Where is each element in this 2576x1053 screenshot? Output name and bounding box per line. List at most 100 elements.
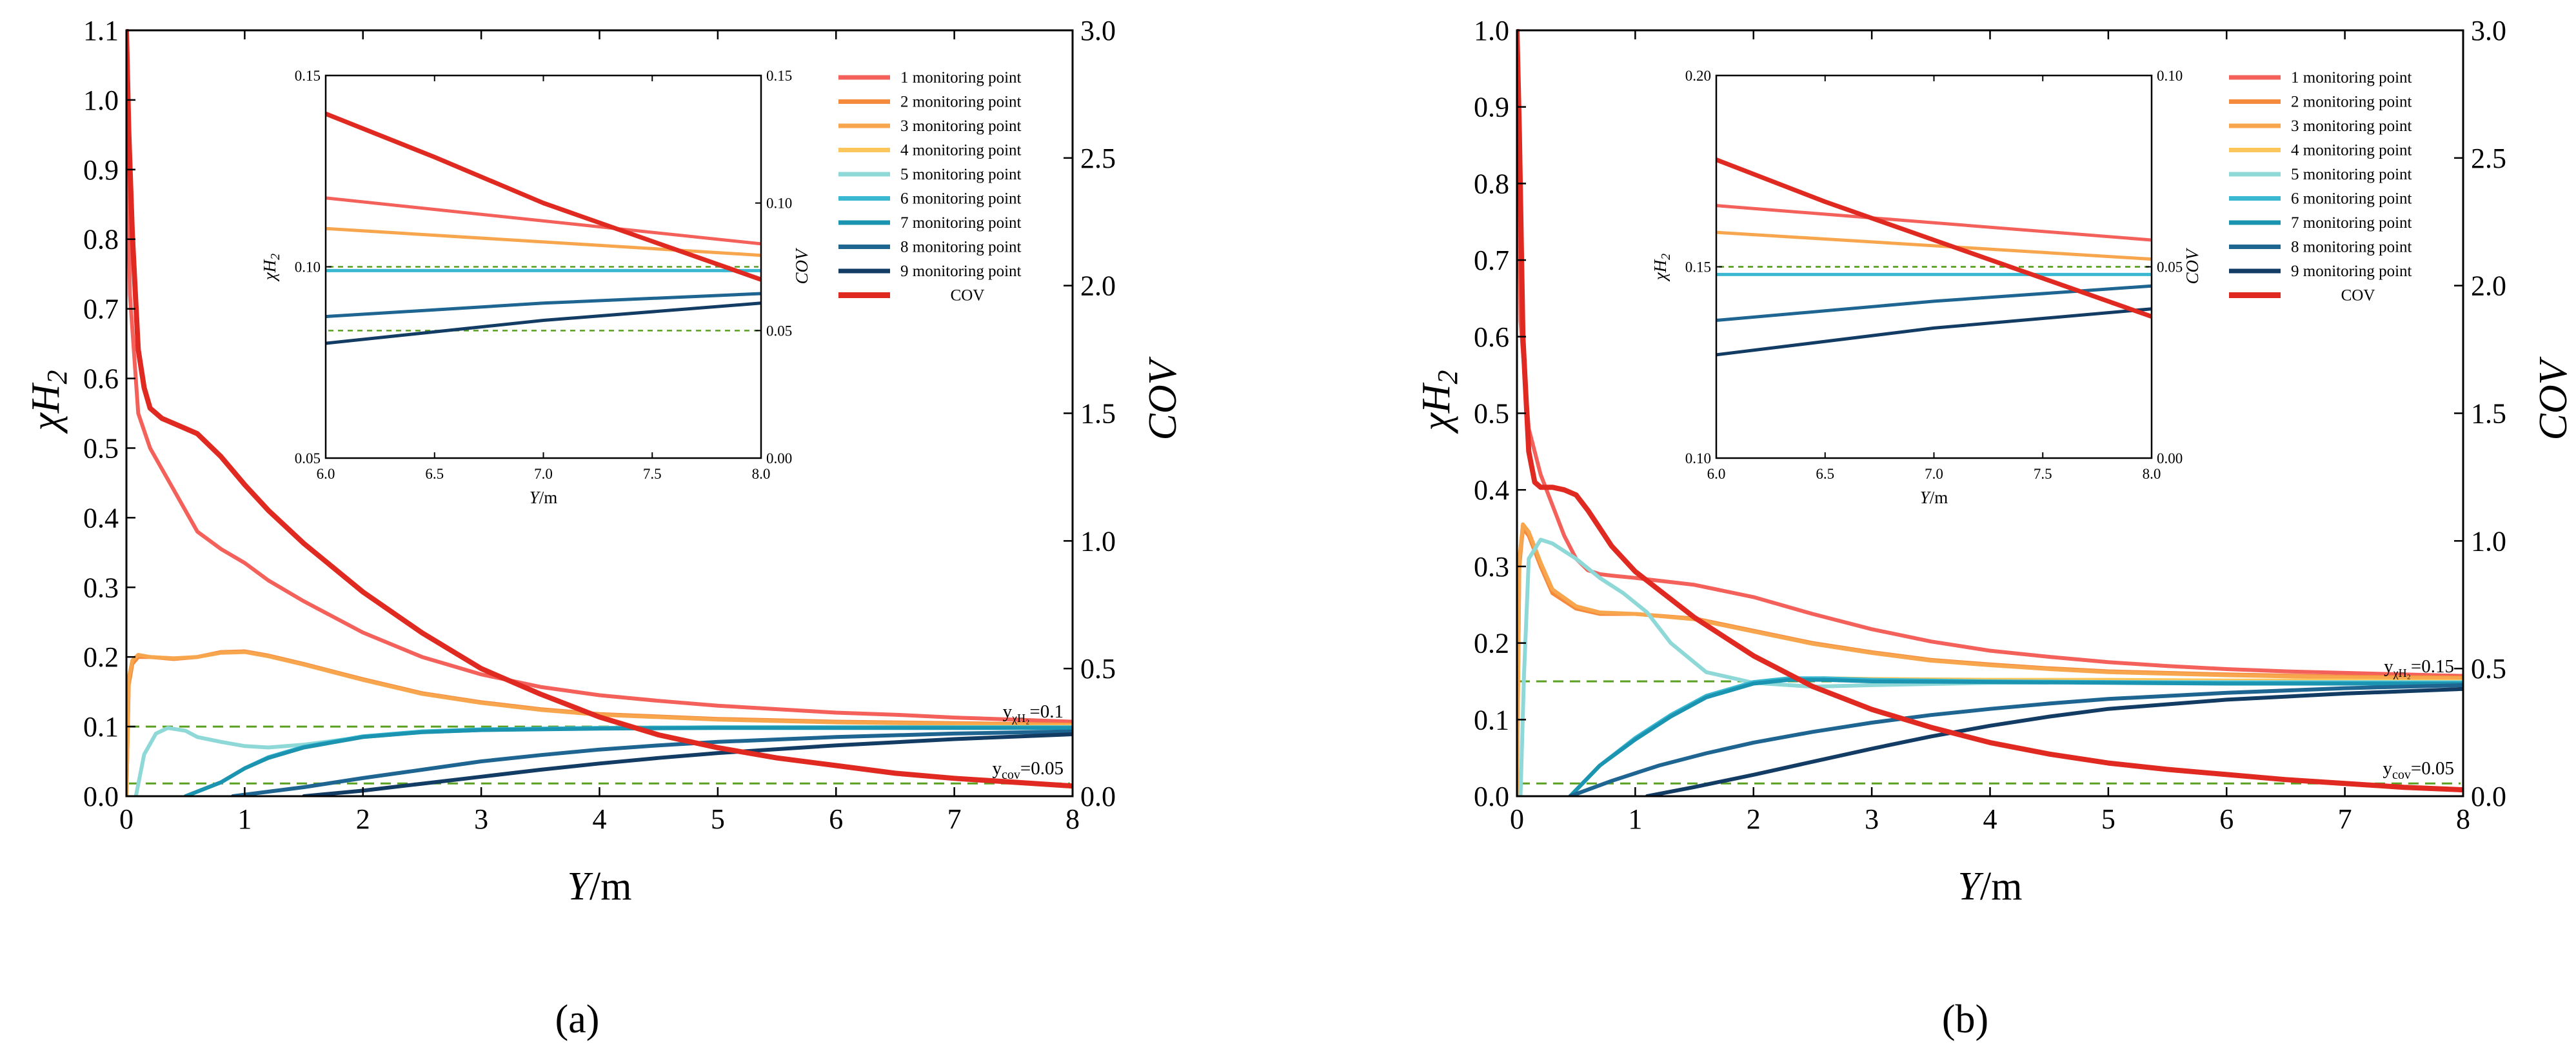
annot-base: y xyxy=(993,758,1002,779)
annot-sub: χH₂ xyxy=(1011,712,1029,725)
plot-frame xyxy=(1516,29,2464,797)
series-line-3-monitoring-point xyxy=(326,226,761,257)
series-line-1-monitoring-point xyxy=(326,196,761,246)
inset-x-axis-title: Y/m xyxy=(1920,488,1948,507)
x-tick-label: 8 xyxy=(2456,803,2470,835)
x-tick-label: 7.0 xyxy=(534,466,553,482)
inset-y-left-main: χH xyxy=(260,259,279,282)
x-tick-label: 4 xyxy=(1983,803,1997,835)
y-right-tick-label: 2.5 xyxy=(1080,143,1116,174)
x-tick-label: 8.0 xyxy=(752,466,771,482)
series-line-cov xyxy=(326,111,761,282)
series-line-3-monitoring-point xyxy=(126,650,1073,796)
series-line-9-monitoring-point xyxy=(302,732,1073,796)
inset-x-axis-var: Y xyxy=(530,488,541,507)
panel-label: (b) xyxy=(1942,998,1988,1041)
x-tick-label: 2 xyxy=(356,803,370,835)
legend: 1 monitoring point 2 monitoring point 3 mo… xyxy=(838,69,1022,305)
y-left-tick-label: 1.0 xyxy=(1474,15,1509,46)
y-right-tick-label: 0.5 xyxy=(2471,653,2506,685)
y-left-tick-label: 0.20 xyxy=(1685,68,1711,84)
legend-label: 9 monitoring point xyxy=(900,263,1022,280)
y-left-tick-label: 0.1 xyxy=(83,711,119,743)
x-tick-label: 7 xyxy=(947,803,962,835)
series-line-7-monitoring-point xyxy=(1568,677,2463,796)
y-left-tick-label: 0.6 xyxy=(83,363,119,395)
inset-y-left-title: χH2 xyxy=(1650,254,1673,282)
series-line-2-monitoring-point xyxy=(1517,526,2463,796)
series-line-3-monitoring-point xyxy=(1716,230,2152,261)
x-tick-label: 6.5 xyxy=(425,466,444,482)
x-axis-var: Y xyxy=(1958,865,1984,908)
y-left-tick-label: 0.7 xyxy=(83,294,119,325)
inset-x-axis-unit: /m xyxy=(1930,488,1948,507)
y-right-tick-label: 2.5 xyxy=(2471,143,2506,174)
y-right-tick-label: 0.05 xyxy=(766,323,792,339)
y-left-tick-label: 0.10 xyxy=(1685,450,1711,466)
x-axis-unit: /m xyxy=(1980,865,2022,908)
y-left-tick-label: 0.05 xyxy=(295,450,321,466)
x-tick-label: 6.0 xyxy=(1707,466,1726,482)
y-right-tick-label: 1.0 xyxy=(1080,525,1116,557)
threshold-annotation-right: ycov=0.05 xyxy=(2383,758,2455,782)
y-left-tick-label: 0.3 xyxy=(83,572,119,603)
x-tick-label: 5 xyxy=(711,803,725,835)
legend-label: 5 monitoring point xyxy=(900,166,1022,183)
y-right-tick-label: 0.15 xyxy=(766,68,792,84)
inset-y-left-main: χH xyxy=(1650,259,1670,282)
series-line-cov xyxy=(1716,157,2152,319)
y-right-tick-label: 0.00 xyxy=(766,450,792,466)
y-right-tick-label: 0.0 xyxy=(1080,781,1116,812)
plot-frame xyxy=(1715,74,2153,459)
y-right-tick-label: 3.0 xyxy=(1080,15,1116,46)
x-tick-label: 6.0 xyxy=(317,466,335,482)
series-line-cov xyxy=(1517,29,2463,793)
inset-y-left-sub: 2 xyxy=(1659,254,1673,260)
y-left-axis-sub: 2 xyxy=(41,370,73,384)
annot-sub: cov xyxy=(2392,768,2411,782)
y-left-axis-title: χH2 xyxy=(24,370,73,434)
annot-value: =0.1 xyxy=(1029,701,1064,722)
annot-base: y xyxy=(2384,656,2393,677)
x-axis-unit: /m xyxy=(590,865,631,908)
x-tick-label: 0 xyxy=(119,803,134,835)
y-left-tick-label: 0.10 xyxy=(295,259,321,276)
annot-base: y xyxy=(2383,758,2393,779)
legend: 1 monitoring point 2 monitoring point 3 mo… xyxy=(2229,69,2412,305)
series-line-9-monitoring-point xyxy=(326,301,761,345)
x-tick-label: 6.5 xyxy=(1816,466,1834,482)
y-left-tick-label: 1.1 xyxy=(83,15,119,46)
x-tick-label: 6 xyxy=(2219,803,2234,835)
series-line-1-monitoring-point xyxy=(126,97,1073,724)
annot-value: =0.05 xyxy=(1020,758,1064,779)
y-left-tick-label: 0.8 xyxy=(1474,168,1509,199)
y-left-tick-label: 0.4 xyxy=(83,502,119,534)
series-line-5-monitoring-point xyxy=(1518,537,2463,796)
inset-chart: 6.0 6.5 7.0 7.5 8.0 0.10 0.15 0.20 0.00 0.05 0.10 Y… xyxy=(1650,68,2202,507)
legend-label: 2 monitoring point xyxy=(900,94,1022,111)
legend-label: 5 monitoring point xyxy=(2291,166,2412,183)
annot-sub: cov xyxy=(1002,768,1020,782)
series-line-8-monitoring-point xyxy=(231,729,1073,796)
inset-chart: 6.0 6.5 7.0 7.5 8.0 0.05 0.10 0.15 0.00 0.05 0.10 0… xyxy=(260,68,811,507)
legend-label: COV xyxy=(951,287,985,305)
x-tick-label: 2 xyxy=(1747,803,1761,835)
threshold-annotation-left: yχH₂=0.15 xyxy=(2384,656,2454,679)
x-axis-title: Y/m xyxy=(568,865,632,908)
y-left-tick-label: 0.15 xyxy=(295,68,321,84)
y-left-axis-title: χH2 xyxy=(1414,370,1463,434)
legend-label: 1 monitoring point xyxy=(900,69,1022,86)
x-tick-label: 3 xyxy=(1865,803,1879,835)
inset-y-right-title: COV xyxy=(792,247,811,285)
y-right-tick-label: 3.0 xyxy=(2471,15,2506,46)
series-line-1-monitoring-point xyxy=(1716,204,2152,242)
legend-label: 6 monitoring point xyxy=(2291,190,2412,208)
y-left-tick-label: 0.6 xyxy=(1474,321,1509,353)
legend-label: 2 monitoring point xyxy=(2291,94,2412,111)
inset-x-axis-unit: /m xyxy=(539,488,558,507)
y-right-tick-label: 0.0 xyxy=(2471,781,2506,812)
y-left-tick-label: 0.15 xyxy=(1685,259,1711,276)
series-line-9-monitoring-point xyxy=(1716,307,2152,357)
y-right-tick-label: 2.0 xyxy=(1080,270,1116,302)
